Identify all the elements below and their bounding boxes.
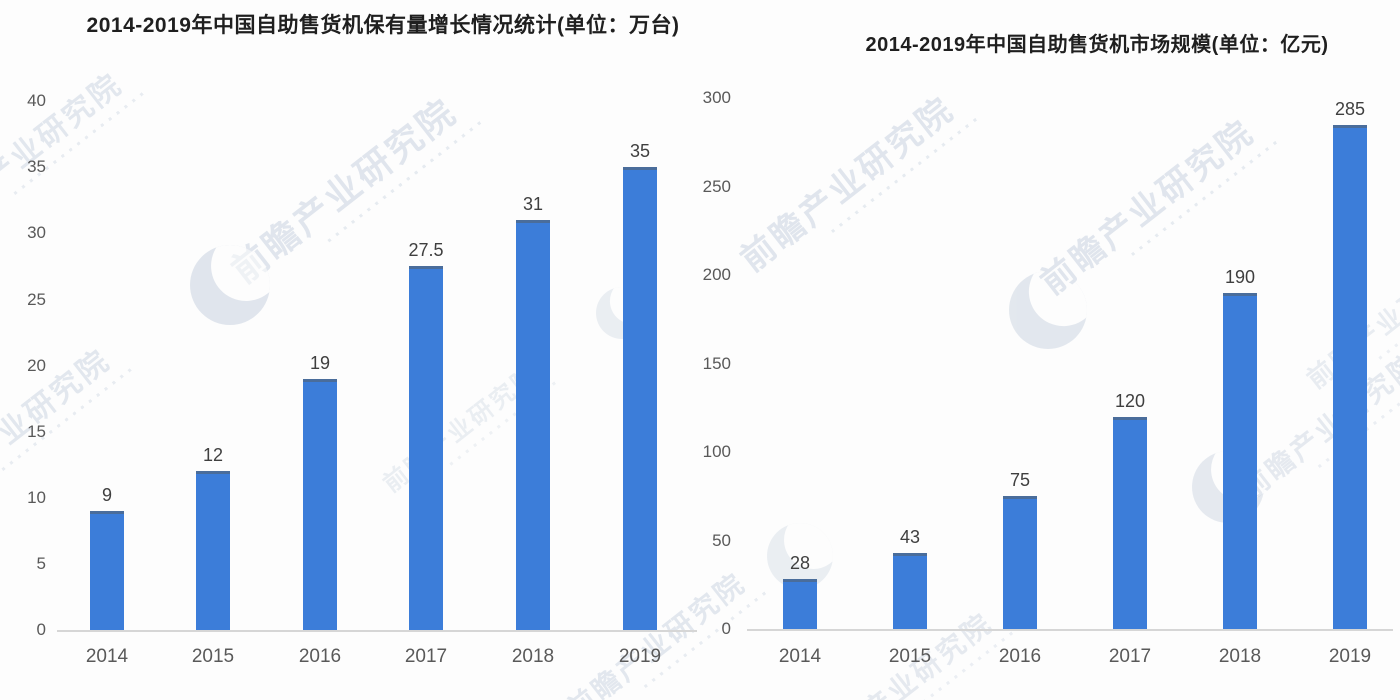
chart-title-holdings: 2014-2019年中国自助售货机保有量增长情况统计(单位：万台) — [86, 14, 680, 37]
y-axis-tick-label: 20 — [27, 355, 46, 375]
bar-value-label: 120 — [1114, 390, 1146, 411]
bar-2016 — [1003, 496, 1037, 629]
x-axis-line — [747, 629, 1393, 631]
x-axis-tick-label: 2015 — [191, 646, 235, 667]
y-axis-tick-label: 35 — [27, 157, 46, 177]
bar-value-label: 190 — [1224, 266, 1256, 287]
y-axis-tick-label: 100 — [702, 442, 731, 461]
y-axis-tick-label: 0 — [721, 619, 731, 638]
bar-2019 — [1333, 124, 1367, 629]
bar-value-label: 9 — [101, 485, 113, 506]
bar-2015 — [893, 552, 927, 629]
y-axis-tick-label: 150 — [702, 353, 731, 373]
y-axis-tick-label: 200 — [702, 265, 731, 284]
x-axis-tick-label: 2017 — [404, 646, 448, 667]
x-axis-tick-label: 2014 — [778, 646, 822, 667]
bar-2018 — [1223, 292, 1257, 629]
y-axis-tick-label: 5 — [36, 553, 46, 573]
bar-value-label: 19 — [309, 352, 331, 373]
y-axis-tick-label: 10 — [27, 487, 46, 507]
bar-2018 — [516, 220, 550, 630]
x-axis-tick-label: 2015 — [888, 646, 932, 667]
bar-value-label: 75 — [1009, 470, 1031, 491]
chart-title-market-size: 2014-2019年中国自助售货机市场规模(单位：亿元) — [865, 34, 1329, 56]
x-axis-tick-label: 2018 — [511, 646, 555, 667]
bar-value-label: 35 — [629, 141, 651, 162]
bar-2017 — [409, 266, 443, 630]
x-axis-tick-label: 2019 — [1328, 646, 1372, 667]
bar-value-label: 43 — [899, 526, 921, 547]
y-axis-tick-label: 30 — [27, 223, 46, 243]
y-axis-tick-label: 0 — [36, 620, 46, 639]
x-axis-tick-label: 2014 — [85, 646, 129, 667]
bar-value-label: 28 — [789, 553, 811, 574]
x-axis-tick-label: 2017 — [1108, 646, 1152, 667]
x-axis-tick-label: 2016 — [998, 646, 1042, 667]
x-axis-tick-label: 2018 — [1218, 646, 1262, 667]
bar-2017 — [1113, 416, 1147, 629]
bar-2014 — [783, 579, 817, 629]
x-axis-tick-label: 2016 — [298, 646, 342, 667]
bar-value-label: 12 — [202, 445, 224, 466]
y-axis-tick-label: 15 — [27, 421, 46, 441]
y-axis-tick-label: 250 — [702, 176, 731, 196]
y-axis-tick-label: 300 — [702, 88, 731, 107]
y-axis-tick-label: 40 — [27, 91, 46, 111]
bar-value-label: 27.5 — [408, 240, 444, 261]
bar-value-label: 31 — [522, 194, 544, 215]
bar-value-label: 285 — [1334, 98, 1366, 119]
bar-2014 — [90, 511, 124, 630]
bar-2019 — [623, 167, 657, 630]
x-axis-line — [57, 630, 697, 632]
bar-2016 — [303, 378, 337, 630]
y-axis-tick-label: 25 — [27, 289, 46, 309]
bar-2015 — [196, 471, 230, 630]
x-axis-tick-label: 2019 — [618, 646, 662, 667]
y-axis-tick-label: 50 — [712, 530, 731, 550]
